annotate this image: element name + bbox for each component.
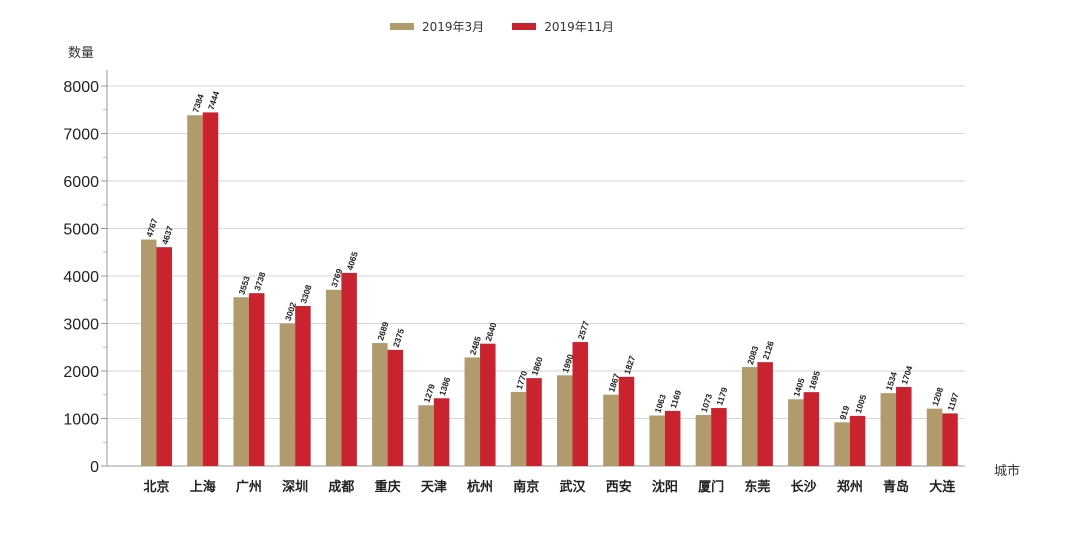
x-tick-label: 天津 [421, 479, 447, 495]
bar-march [187, 115, 203, 466]
legend-label-march: 2019年3月 [422, 20, 485, 34]
data-label: 2640 [483, 321, 498, 342]
bar-march [325, 289, 342, 466]
bar-march [788, 399, 804, 466]
bar-march [603, 394, 619, 466]
bar-november [849, 415, 866, 466]
data-label: 1860 [529, 355, 544, 376]
bar-march [418, 405, 434, 466]
legend-item-march: 2019年3月 [390, 18, 484, 35]
data-label: 1197 [945, 391, 960, 412]
y-tick-label: 7000 [63, 127, 99, 144]
bar-november [618, 376, 635, 466]
bar-november [942, 413, 958, 466]
bar-march [372, 343, 388, 466]
x-tick-label: 上海 [190, 479, 216, 495]
legend-swatch-november [512, 23, 537, 30]
bar-march [233, 297, 249, 466]
bar-march [741, 367, 758, 466]
data-label: 1169 [668, 389, 683, 410]
data-label: 1704 [899, 364, 914, 385]
data-label: 3553 [237, 275, 252, 296]
x-tick-label: 厦门 [698, 479, 724, 495]
bar-november [664, 410, 681, 466]
bar-november [387, 349, 404, 466]
bar-march [834, 422, 850, 466]
x-tick-label: 南京 [513, 479, 539, 495]
data-label: 3738 [252, 270, 267, 291]
data-label: 1386 [437, 376, 452, 397]
data-label: 2375 [391, 327, 406, 348]
y-tick-label: 4000 [63, 269, 99, 286]
data-label: 1827 [622, 354, 637, 375]
x-tick-label: 北京 [143, 479, 169, 495]
bar-march [510, 391, 527, 466]
data-label: 7444 [206, 90, 221, 111]
y-tick-label: 2000 [63, 364, 99, 381]
data-label: 1005 [853, 393, 868, 414]
bar-november [526, 378, 542, 466]
bar-march [557, 375, 573, 466]
bar-march [464, 357, 481, 466]
bar-march [695, 415, 712, 466]
y-tick-label: 5000 [63, 222, 99, 239]
bar-november [202, 112, 219, 466]
bar-march [279, 323, 296, 466]
data-label: 4767 [144, 217, 159, 238]
x-tick-label: 东莞 [744, 479, 770, 495]
data-label: 7384 [190, 93, 205, 114]
y-tick-label: 3000 [63, 317, 99, 334]
x-tick-label: 大连 [929, 479, 956, 495]
data-label: 4637 [160, 224, 175, 245]
bar-november [341, 272, 357, 466]
bar-november [803, 392, 820, 466]
y-tick-label: 6000 [63, 174, 99, 191]
x-tick-label: 沈阳 [652, 479, 678, 495]
bar-november [248, 293, 265, 466]
legend-item-november: 2019年11月 [512, 18, 614, 35]
data-label: 1208 [930, 386, 945, 407]
y-tick-label: 1000 [63, 412, 99, 429]
bar-november [433, 398, 450, 466]
legend-label-november: 2019年11月 [544, 20, 614, 34]
x-tick-label: 广州 [236, 479, 262, 495]
bar-march [880, 393, 897, 466]
legend: 2019年3月 2019年11月 [390, 18, 614, 35]
bar-november [711, 408, 727, 466]
x-tick-label: 长沙 [791, 479, 817, 495]
data-label: 1695 [807, 369, 822, 390]
bar-november [757, 362, 773, 466]
bar-november [156, 247, 172, 466]
y-tick-label: 8000 [63, 79, 99, 96]
bar-november [480, 343, 496, 466]
bar-march [649, 415, 665, 466]
data-label: 3308 [298, 283, 313, 304]
x-axis-label: 城市 [994, 464, 1021, 479]
bar-march [926, 408, 943, 466]
bar-march [141, 239, 157, 466]
data-label: 4065 [345, 250, 360, 271]
x-tick-label: 成都 [328, 479, 354, 495]
y-tick-label: 0 [90, 459, 99, 476]
bar-november [896, 386, 912, 466]
x-tick-label: 西安 [606, 479, 632, 495]
x-tick-label: 杭州 [467, 479, 493, 495]
x-tick-label: 深圳 [282, 479, 308, 495]
data-label: 1179 [714, 386, 729, 407]
x-tick-label: 郑州 [837, 479, 863, 495]
data-label: 2577 [576, 319, 591, 340]
bar-november [572, 342, 588, 466]
data-label: 919 [837, 404, 851, 421]
x-tick-label: 青岛 [883, 479, 909, 495]
x-tick-label: 武汉 [559, 479, 586, 495]
data-label: 2126 [761, 339, 776, 360]
legend-swatch-march [390, 23, 414, 30]
y-axis-label: 数量 [68, 46, 95, 61]
bar-november [295, 306, 311, 466]
x-tick-label: 重庆 [375, 479, 401, 495]
